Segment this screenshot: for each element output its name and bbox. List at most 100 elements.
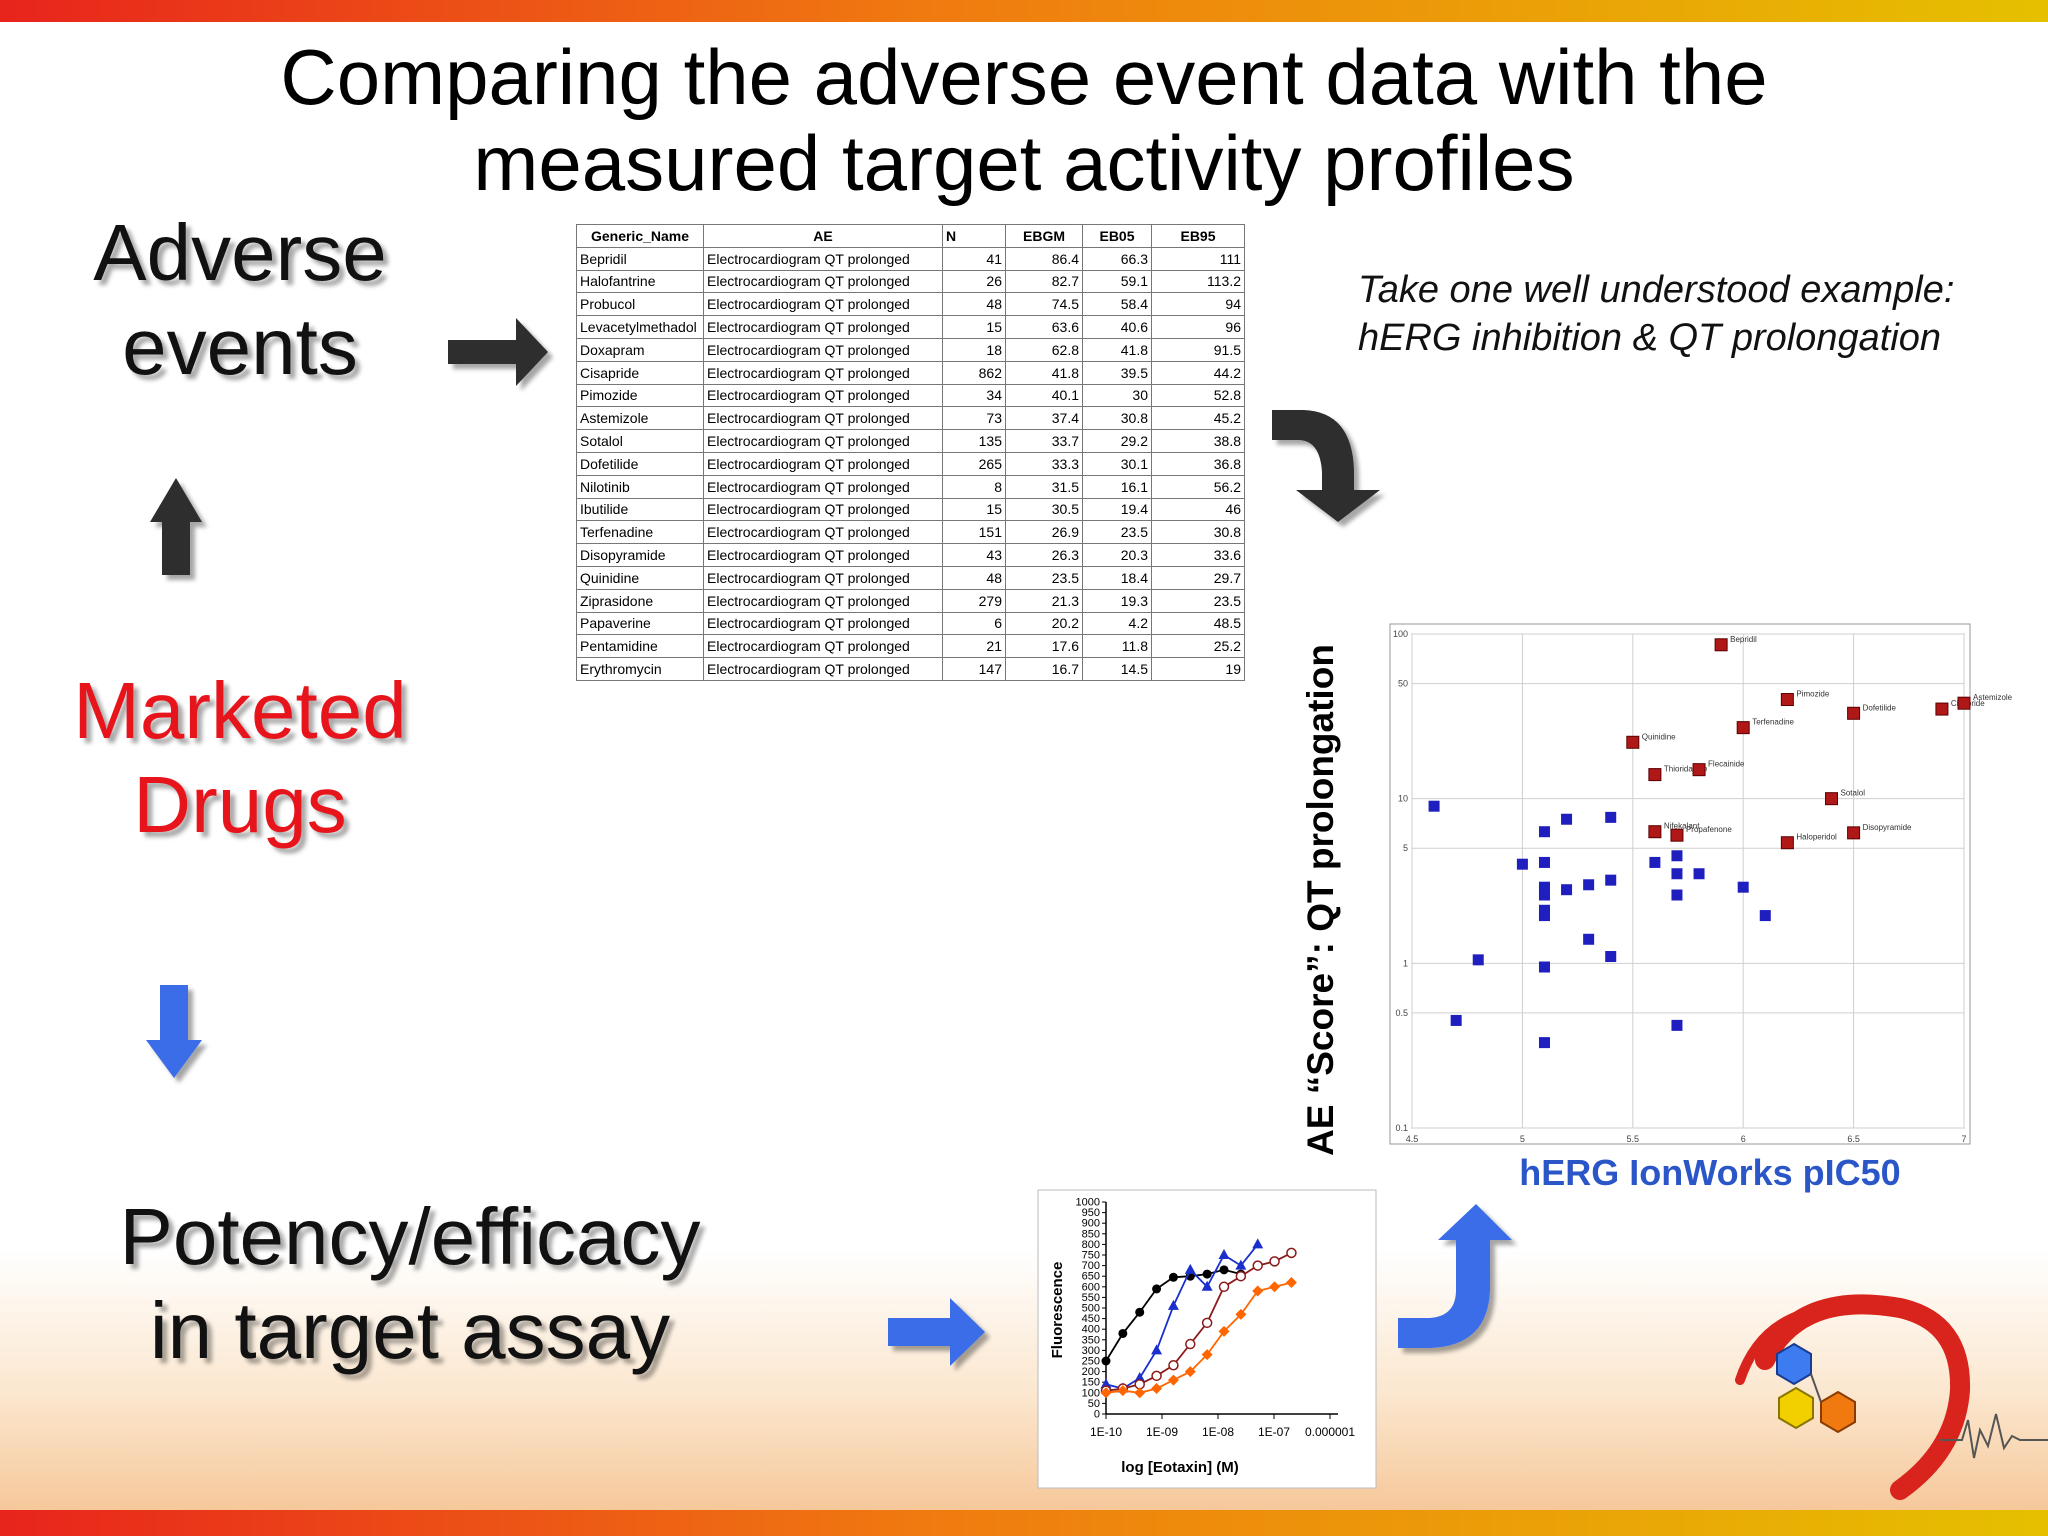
table-cell: 23.5 bbox=[1005, 565, 1083, 590]
table-cell: 26.3 bbox=[1005, 543, 1083, 567]
table-cell: 279 bbox=[942, 588, 1006, 613]
table-cell: 151 bbox=[942, 520, 1006, 545]
table-row: Ziprasidone Electrocardiogram QT prolonge… bbox=[576, 588, 1245, 613]
data-point bbox=[1825, 792, 1839, 806]
table-cell: Electrocardiogram QT prolonged bbox=[703, 611, 943, 636]
table-cell: 94 bbox=[1151, 292, 1245, 317]
y-tick-label: 850 bbox=[1082, 1228, 1100, 1240]
table-cell: Electrocardiogram QT prolonged bbox=[703, 588, 943, 613]
data-label: Nifekalant bbox=[1664, 822, 1700, 831]
data-point bbox=[1285, 1277, 1297, 1289]
y-tick-label: 150 bbox=[1082, 1377, 1100, 1389]
data-point bbox=[1935, 702, 1949, 716]
data-point bbox=[1134, 1387, 1146, 1399]
table-row: Pentamidine Electrocardiogram QT prolonge… bbox=[576, 634, 1245, 659]
note-line-2: hERG inhibition & QT prolongation bbox=[1358, 317, 1941, 359]
table-cell: 30.5 bbox=[1005, 497, 1083, 522]
x-tick-label: 6.5 bbox=[1847, 1134, 1860, 1144]
table-row: Sotalol Electrocardiogram QT prolonged 135… bbox=[576, 429, 1245, 453]
table-row: Erythromycin Electrocardiogram QT prolong… bbox=[576, 657, 1245, 681]
adverse-events-label: Adverse events bbox=[40, 206, 440, 394]
table-cell: 31.5 bbox=[1005, 474, 1083, 499]
data-point bbox=[1649, 856, 1661, 868]
data-label: Astemizole bbox=[1973, 693, 2013, 702]
data-point bbox=[1117, 1385, 1129, 1397]
arrow-down-icon bbox=[146, 985, 202, 1078]
x-tick-label: 5.5 bbox=[1627, 1134, 1640, 1144]
scatter-plot: 4.5 5 5.5 6 6.5 7 0.1 0.5 1 5 10 50 100 Bepridil Pimo… bbox=[1389, 623, 2013, 1145]
table-cell: Electrocardiogram QT prolonged bbox=[703, 543, 943, 567]
data-point bbox=[1671, 1019, 1683, 1031]
table-cell: 74.5 bbox=[1005, 292, 1083, 317]
table-header: Generic_Name bbox=[576, 224, 704, 248]
y-tick-label: 300 bbox=[1082, 1345, 1100, 1357]
y-tick-label: 800 bbox=[1082, 1239, 1100, 1251]
table-cell: Electrocardiogram QT prolonged bbox=[703, 634, 943, 659]
table-cell: Electrocardiogram QT prolonged bbox=[703, 451, 943, 476]
table-cell: 16.7 bbox=[1005, 657, 1083, 681]
data-point bbox=[1428, 800, 1440, 812]
y-tick-label: 600 bbox=[1082, 1281, 1100, 1293]
table-cell: 20.3 bbox=[1082, 543, 1152, 567]
table-cell: Electrocardiogram QT prolonged bbox=[703, 497, 943, 522]
data-point bbox=[1252, 1285, 1264, 1297]
data-point bbox=[1235, 1308, 1247, 1320]
table-cell: Electrocardiogram QT prolonged bbox=[703, 657, 943, 681]
data-point bbox=[1605, 951, 1617, 963]
data-point bbox=[1538, 826, 1550, 838]
data-point bbox=[1152, 1284, 1162, 1294]
table-cell: 40.6 bbox=[1082, 315, 1152, 339]
table-cell: 17.6 bbox=[1005, 634, 1083, 659]
adverse-event-table: Generic_Name AE N EBGM EB05 EB95 Bepridi… bbox=[576, 224, 1245, 681]
data-point bbox=[1219, 1265, 1229, 1275]
data-point bbox=[1286, 1247, 1297, 1259]
scatter-frame bbox=[1389, 623, 1971, 1145]
arrow-up-icon bbox=[150, 478, 202, 575]
table-row: Probucol Electrocardiogram QT prolonged 48… bbox=[576, 292, 1245, 317]
data-point bbox=[1538, 889, 1550, 901]
table-cell: Electrocardiogram QT prolonged bbox=[703, 565, 943, 590]
data-point bbox=[1583, 933, 1595, 945]
table-cell: 91.5 bbox=[1151, 337, 1245, 362]
data-point bbox=[1780, 836, 1794, 850]
data-point bbox=[1561, 813, 1573, 825]
data-point bbox=[1168, 1359, 1179, 1371]
x-tick-label: 1E-09 bbox=[1146, 1425, 1178, 1439]
x-tick-label: 1E-08 bbox=[1202, 1425, 1234, 1439]
data-point bbox=[1472, 954, 1484, 966]
marketed-label-line-1: Marketed bbox=[73, 666, 407, 755]
data-label: Bepridil bbox=[1730, 635, 1757, 644]
scatter-points: BepridilPimozideDofetilideCisaprideAstem… bbox=[1428, 635, 2013, 1049]
data-point bbox=[1135, 1307, 1145, 1317]
table-row: Cisapride Electrocardiogram QT prolonged 8… bbox=[576, 360, 1245, 385]
data-point bbox=[1671, 850, 1683, 862]
data-point bbox=[1235, 1270, 1247, 1282]
data-label: Disopyramide bbox=[1863, 823, 1912, 832]
scatter-x-axis-label: hERG IonWorks pIC50 bbox=[1519, 1152, 1901, 1193]
data-point bbox=[1184, 1366, 1196, 1378]
data-point bbox=[1737, 881, 1749, 893]
y-tick-label: 500 bbox=[1082, 1303, 1100, 1315]
y-tick-label: 700 bbox=[1082, 1260, 1100, 1272]
y-tick-label: 350 bbox=[1082, 1334, 1100, 1346]
scatter-y-axis-label: AE “Score”: QT prolongation bbox=[1300, 644, 1341, 1156]
data-point bbox=[1671, 868, 1683, 880]
y-tick-label: 400 bbox=[1082, 1324, 1100, 1336]
table-header: EBGM bbox=[1005, 224, 1083, 248]
dose-response-chart: 0501001502002503003504004505005506006507… bbox=[1037, 1189, 1377, 1489]
table-cell: 56.2 bbox=[1151, 474, 1245, 499]
table-cell: Erythromycin bbox=[576, 657, 704, 681]
arrow-right-icon bbox=[448, 318, 548, 386]
data-point bbox=[1167, 1374, 1179, 1386]
scatter-grid bbox=[1411, 633, 1965, 1129]
data-label: Quinidine bbox=[1642, 732, 1676, 741]
table-row: Papaverine Electrocardiogram QT prolonged… bbox=[576, 611, 1245, 636]
table-cell: 19.4 bbox=[1082, 497, 1152, 522]
y-tick-label: 0.1 bbox=[1395, 1123, 1408, 1133]
y-tick-label: 900 bbox=[1082, 1218, 1100, 1230]
table-cell: 73 bbox=[942, 406, 1006, 431]
table-body: Bepridil Electrocardiogram QT prolonged 41… bbox=[576, 246, 1245, 681]
data-point bbox=[1201, 1349, 1213, 1361]
table-cell: Bepridil bbox=[576, 246, 704, 271]
table-cell: Ziprasidone bbox=[576, 588, 704, 613]
